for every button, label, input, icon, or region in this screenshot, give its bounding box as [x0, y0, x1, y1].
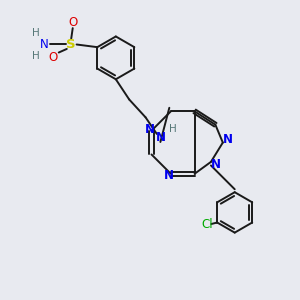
Text: H: H — [169, 124, 177, 134]
Text: N: N — [40, 38, 49, 51]
Text: N: N — [155, 131, 165, 144]
Text: N: N — [164, 169, 174, 182]
Text: H: H — [32, 28, 39, 38]
Text: H: H — [32, 51, 39, 61]
Text: Cl: Cl — [201, 218, 213, 231]
Text: O: O — [49, 51, 58, 64]
Text: N: N — [210, 158, 220, 171]
Text: S: S — [66, 38, 76, 51]
Text: O: O — [68, 16, 77, 29]
Text: N: N — [223, 133, 233, 146]
Text: N: N — [145, 123, 155, 136]
